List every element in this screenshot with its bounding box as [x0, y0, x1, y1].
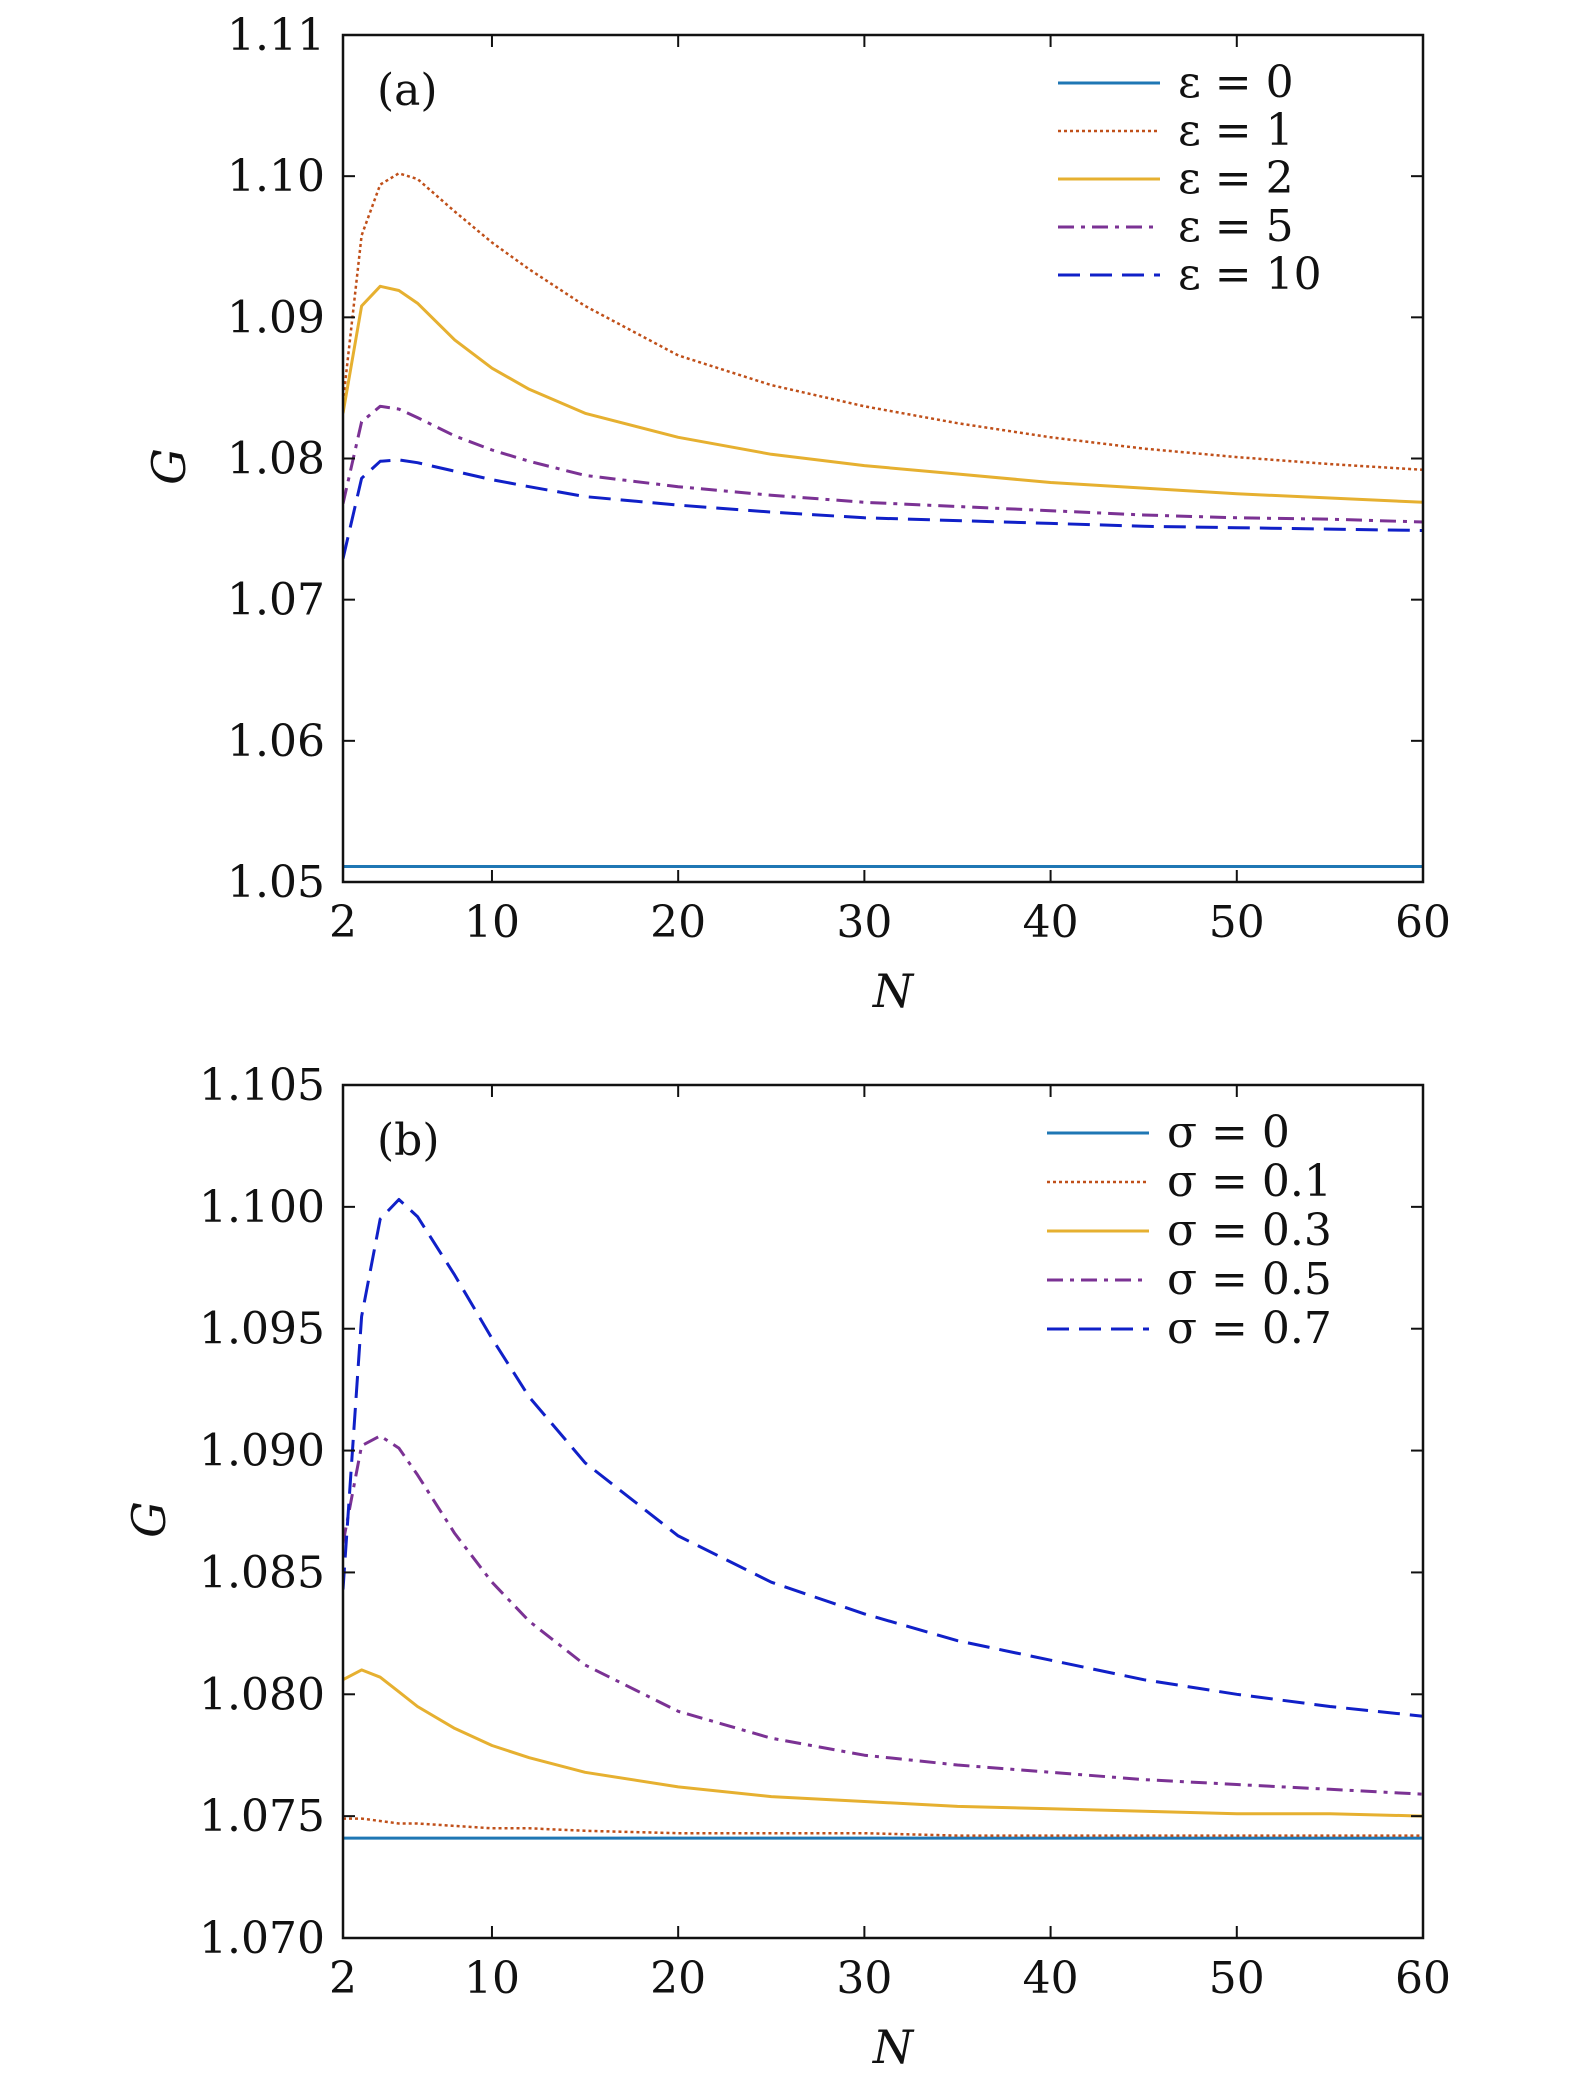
series-line-1: [343, 1817, 1423, 1837]
x-tick-label: 2: [329, 1953, 357, 2004]
x-tick-label: 40: [1023, 1953, 1079, 2004]
series-line-1: [343, 172, 1423, 472]
legend-entry-2: σ = 0.3: [1167, 1205, 1332, 1256]
y-tick-label: 1.105: [199, 1060, 325, 1111]
legend-entry-0: σ = 0: [1167, 1107, 1290, 1158]
plot-frame: [341, 1083, 1425, 1940]
series-line-3: [343, 1434, 1423, 1796]
legend-entry-1: σ = 0.1: [1167, 1156, 1332, 1207]
x-tick-label: 60: [1395, 1953, 1451, 2004]
legend-entry-0: ε = 0: [1178, 57, 1294, 108]
y-axis-label: G: [142, 448, 196, 485]
legend-entry-1: ε = 1: [1178, 105, 1294, 156]
y-tick-label: 1.085: [199, 1547, 325, 1598]
y-tick-label: 1.09: [227, 292, 325, 343]
y-tick-label: 1.08: [227, 434, 325, 485]
legend-entry-3: σ = 0.5: [1167, 1254, 1332, 1305]
x-tick-label: 30: [836, 1953, 892, 2004]
y-tick-label: 1.100: [199, 1182, 325, 1233]
x-tick-label: 50: [1209, 1953, 1265, 2004]
legend-entry-4: ε = 10: [1178, 249, 1322, 300]
x-tick-label: 60: [1395, 897, 1451, 948]
y-tick-label: 1.11: [227, 10, 325, 61]
x-tick-label: 30: [836, 897, 892, 948]
chart-panel-0: 2 10 20 30 40 50 60 1.05 1.06 1.07 1.08 1.09 1.10 1.1…: [142, 10, 1451, 1018]
x-tick-label: 20: [650, 897, 706, 948]
series-line-2: [343, 1668, 1423, 1818]
panel-label: (b): [377, 1115, 440, 1166]
legend-entry-4: σ = 0.7: [1167, 1303, 1332, 1354]
x-tick-label: 10: [464, 897, 520, 948]
series-line-4: [343, 1198, 1423, 1718]
y-tick-label: 1.090: [199, 1426, 325, 1477]
panel-label: (a): [377, 65, 438, 116]
x-axis-label: N: [872, 2020, 915, 2074]
x-tick-label: 10: [464, 1953, 520, 2004]
series-line-2: [343, 284, 1423, 504]
y-tick-label: 1.07: [227, 575, 325, 626]
series-line-3: [343, 404, 1423, 524]
y-tick-label: 1.070: [199, 1913, 325, 1964]
legend-entry-2: ε = 2: [1178, 153, 1294, 204]
x-tick-label: 40: [1023, 897, 1079, 948]
legend-entry-3: ε = 5: [1178, 201, 1294, 252]
x-axis-label: N: [872, 964, 915, 1018]
y-tick-label: 1.075: [199, 1791, 325, 1842]
y-tick-label: 1.05: [227, 857, 325, 908]
series-line-4: [343, 458, 1423, 560]
y-tick-label: 1.10: [227, 151, 325, 202]
y-tick-label: 1.080: [199, 1669, 325, 1720]
chart-panel-1: 2 10 20 30 40 50 60 1.070 1.075 1.080 1.085 1.090 1.…: [122, 1060, 1451, 2074]
x-tick-label: 2: [329, 897, 357, 948]
x-tick-label: 50: [1209, 897, 1265, 948]
y-tick-label: 1.095: [199, 1304, 325, 1355]
y-axis-label: G: [122, 1501, 176, 1538]
y-tick-label: 1.06: [227, 716, 325, 767]
x-tick-label: 20: [650, 1953, 706, 2004]
